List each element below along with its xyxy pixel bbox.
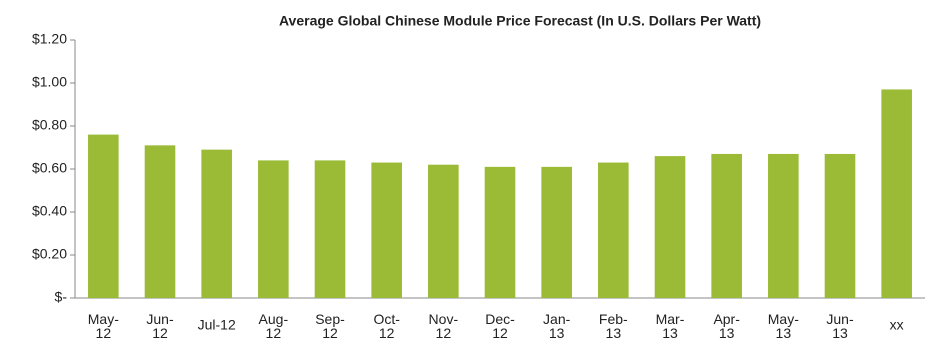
x-tick-label: Oct-12	[373, 311, 400, 341]
x-tick-label: Jul-12	[198, 317, 236, 333]
bar	[144, 145, 176, 298]
x-tick-line: 12	[266, 325, 282, 341]
x-tick-line: Mar-	[656, 311, 685, 327]
x-tick-line: 12	[436, 325, 452, 341]
x-tick-label: Dec-12	[485, 311, 515, 341]
y-tick-label: $0.80	[32, 117, 67, 133]
x-tick-line: Sep-	[315, 311, 345, 327]
x-tick-line: Nov-	[429, 311, 459, 327]
x-tick-line: Oct-	[373, 311, 400, 327]
bar	[598, 162, 629, 298]
x-tick-line: May-	[768, 311, 799, 327]
x-tick-line: Jun-	[146, 311, 174, 327]
bar	[654, 156, 686, 298]
bar	[371, 162, 402, 298]
bar	[484, 166, 516, 298]
x-tick-line: May-	[88, 311, 119, 327]
bar	[428, 164, 459, 298]
x-tick-line: 12	[322, 325, 338, 341]
bar	[201, 149, 232, 298]
x-tick-line: 12	[379, 325, 395, 341]
x-tick-line: 13	[549, 325, 565, 341]
x-tick-line: Aug-	[259, 311, 289, 327]
x-tick-label: Aug-12	[259, 311, 289, 341]
y-tick-label: $-	[55, 289, 68, 305]
bar	[88, 134, 119, 298]
x-tick-line: 13	[606, 325, 622, 341]
x-tick-line: 12	[96, 325, 112, 341]
y-tick-label: $1.00	[32, 74, 67, 90]
x-tick-label: May-13	[768, 311, 799, 341]
x-tick-line: Dec-	[485, 311, 515, 327]
x-tick-label: Feb-13	[599, 311, 628, 341]
x-tick-line: 13	[662, 325, 678, 341]
bar	[824, 153, 856, 298]
bar	[881, 89, 912, 298]
bar	[768, 153, 799, 298]
x-tick-label: xx	[890, 317, 904, 333]
x-tick-label: Sep-12	[315, 311, 345, 341]
y-tick-label: $1.20	[32, 31, 67, 47]
x-tick-line: 13	[832, 325, 848, 341]
x-tick-line: Jun-	[826, 311, 854, 327]
bar	[541, 166, 572, 298]
bar	[258, 160, 289, 298]
x-tick-label: Nov-12	[429, 311, 459, 341]
x-tick-label: Apr-13	[713, 311, 740, 341]
bar	[711, 153, 742, 298]
x-tick-line: Jan-	[543, 311, 571, 327]
x-tick-line: 12	[492, 325, 508, 341]
y-tick-label: $0.20	[32, 246, 67, 262]
x-tick-label: Mar-13	[656, 311, 685, 341]
x-tick-label: May-12	[88, 311, 119, 341]
x-tick-line: 13	[719, 325, 735, 341]
y-tick-label: $0.60	[32, 160, 67, 176]
x-tick-line: 12	[152, 325, 168, 341]
x-tick-line: Feb-	[599, 311, 628, 327]
x-tick-label: Jan-13	[543, 311, 571, 341]
y-tick-label: $0.40	[32, 203, 67, 219]
x-tick-label: Jun-13	[826, 311, 854, 341]
bar	[314, 160, 346, 298]
x-tick-line: Apr-	[713, 311, 740, 327]
chart-title: Average Global Chinese Module Price Fore…	[279, 13, 761, 29]
x-tick-line: 13	[776, 325, 792, 341]
x-tick-label: Jun-12	[146, 311, 174, 341]
